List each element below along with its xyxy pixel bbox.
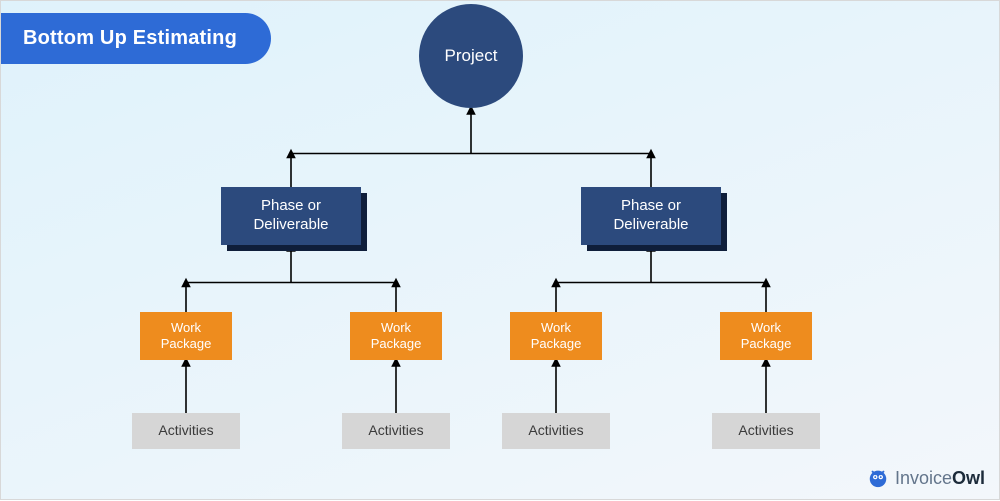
node-activity-3: Activities xyxy=(502,413,610,449)
node-phase-left: Phase orDeliverable xyxy=(221,187,361,245)
brand-logo: InvoiceOwl xyxy=(867,467,985,489)
title-tab: Bottom Up Estimating xyxy=(1,13,271,64)
node-activity-2: Activities xyxy=(342,413,450,449)
node-work-3: WorkPackage xyxy=(510,312,602,360)
node-phase-right: Phase orDeliverable xyxy=(581,187,721,245)
node-project: Project xyxy=(419,4,523,108)
node-activity-1: Activities xyxy=(132,413,240,449)
node-activity-4: Activities xyxy=(712,413,820,449)
owl-icon xyxy=(867,467,889,489)
node-work-4: WorkPackage xyxy=(720,312,812,360)
node-work-2: WorkPackage xyxy=(350,312,442,360)
node-work-1: WorkPackage xyxy=(140,312,232,360)
